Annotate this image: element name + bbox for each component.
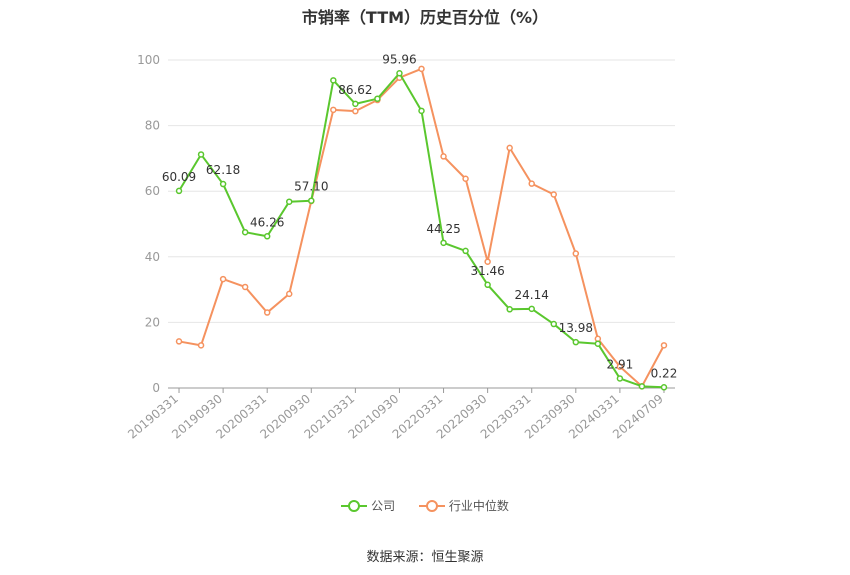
y-tick-label: 60	[145, 184, 160, 198]
data-point-company	[484, 281, 491, 289]
data-point-industry	[418, 65, 425, 73]
data-point-company	[572, 338, 580, 346]
y-tick-label: 80	[145, 119, 160, 133]
legend-swatch-industry-icon	[418, 499, 445, 513]
data-label: 60.09	[162, 170, 196, 184]
data-point-industry	[616, 363, 624, 370]
data-point-company	[594, 340, 602, 347]
data-point-industry	[352, 107, 359, 115]
data-point-industry	[241, 283, 249, 291]
series-layer	[175, 65, 668, 391]
data-label-layer: 60.09 62.18 46.26 57.10 86.62 95.96 44.25 31.46…	[162, 52, 677, 380]
data-label: 24.14	[515, 288, 549, 302]
data-point-company	[462, 247, 469, 255]
data-point-company	[308, 197, 315, 204]
data-point-industry	[285, 290, 293, 298]
grid-layer	[168, 59, 675, 323]
source-note: 数据来源：恒生聚源	[366, 550, 484, 565]
data-point-company	[616, 375, 624, 382]
data-point-industry	[197, 342, 205, 349]
legend-label-company: 公司	[371, 499, 396, 513]
data-point-industry	[572, 250, 580, 257]
y-tick-label: 0	[152, 381, 160, 395]
data-point-company	[396, 70, 403, 77]
data-label: 31.46	[470, 264, 504, 278]
data-point-company	[352, 100, 359, 108]
data-label: 86.62	[338, 83, 372, 97]
data-point-company	[241, 228, 249, 236]
legend: 公司 行业中位数	[0, 497, 850, 516]
legend-item-company[interactable]: 公司	[341, 497, 395, 514]
data-label: 2.91	[607, 357, 634, 371]
data-label: 57.10	[294, 180, 328, 194]
data-point-industry	[219, 275, 227, 283]
y-tick-label: 40	[145, 250, 160, 264]
data-point-company	[175, 187, 183, 195]
data-label: 44.25	[426, 222, 460, 236]
y-tick-label: 100	[137, 53, 160, 67]
data-label: 0.22	[651, 366, 678, 380]
data-point-company	[638, 383, 646, 390]
data-point-company	[528, 305, 535, 313]
data-point-industry	[263, 309, 271, 316]
data-point-company	[550, 320, 558, 328]
data-point-company	[285, 198, 293, 205]
chart-title: 市销率（TTM）历史百分位（%）	[301, 8, 549, 27]
legend-swatch-company-icon	[341, 499, 368, 513]
data-point-industry	[528, 180, 535, 187]
data-point-company	[197, 151, 205, 158]
data-point-company	[219, 180, 227, 188]
data-point-company	[418, 107, 425, 115]
data-point-company	[440, 239, 447, 247]
legend-item-industry[interactable]: 行业中位数	[418, 497, 509, 514]
axis-layer: 0204060801002019033120190930202003312020…	[125, 53, 675, 442]
data-point-industry	[660, 342, 668, 349]
data-point-industry	[506, 144, 513, 152]
data-label: 62.18	[206, 163, 240, 177]
data-label: 46.26	[250, 215, 284, 229]
data-point-industry	[550, 191, 558, 198]
data-point-company	[374, 95, 381, 102]
legend-label-industry: 行业中位数	[448, 499, 509, 513]
data-point-industry	[175, 338, 183, 345]
data-point-company	[263, 233, 271, 240]
data-point-company	[330, 77, 337, 84]
data-label: 13.98	[559, 321, 593, 335]
data-point-industry	[440, 153, 447, 160]
data-point-company	[660, 384, 668, 391]
data-point-industry	[484, 258, 491, 265]
data-point-industry	[330, 106, 337, 114]
data-label: 95.96	[382, 52, 416, 66]
data-point-industry	[462, 175, 469, 182]
series-line-company	[178, 72, 665, 389]
data-point-company	[506, 306, 513, 313]
y-tick-label: 20	[145, 315, 160, 329]
